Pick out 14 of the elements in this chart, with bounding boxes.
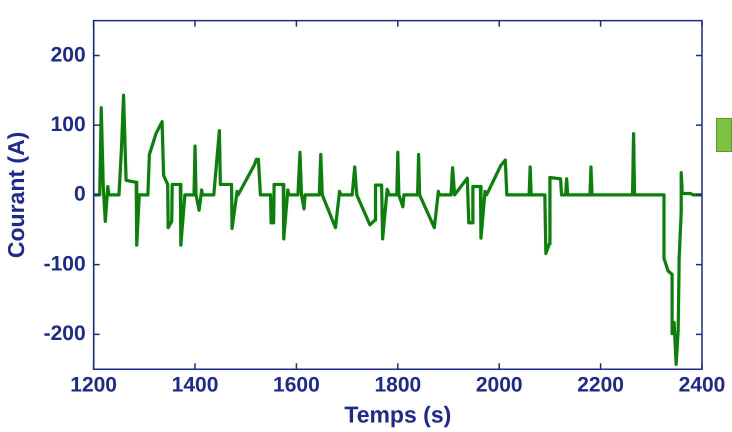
x-tick-label: 1800 <box>374 374 422 397</box>
y-tick-label: 200 <box>50 43 86 66</box>
x-axis-title: Temps (s) <box>344 402 452 428</box>
y-tick-label: 0 <box>74 182 86 206</box>
x-tick-label: 2400 <box>678 374 726 397</box>
y-tick-label: -200 <box>44 322 86 346</box>
x-tick-label: 1600 <box>273 374 320 397</box>
x-tick-label: 1400 <box>172 374 218 397</box>
x-tick-label: 2000 <box>476 374 523 397</box>
x-tick-label: 2200 <box>577 374 624 397</box>
x-tick-label: 1200 <box>70 374 117 397</box>
y-tick-label: -100 <box>44 252 86 276</box>
y-axis-title: Courant (A) <box>3 132 30 258</box>
y-tick-label: 100 <box>50 112 86 136</box>
